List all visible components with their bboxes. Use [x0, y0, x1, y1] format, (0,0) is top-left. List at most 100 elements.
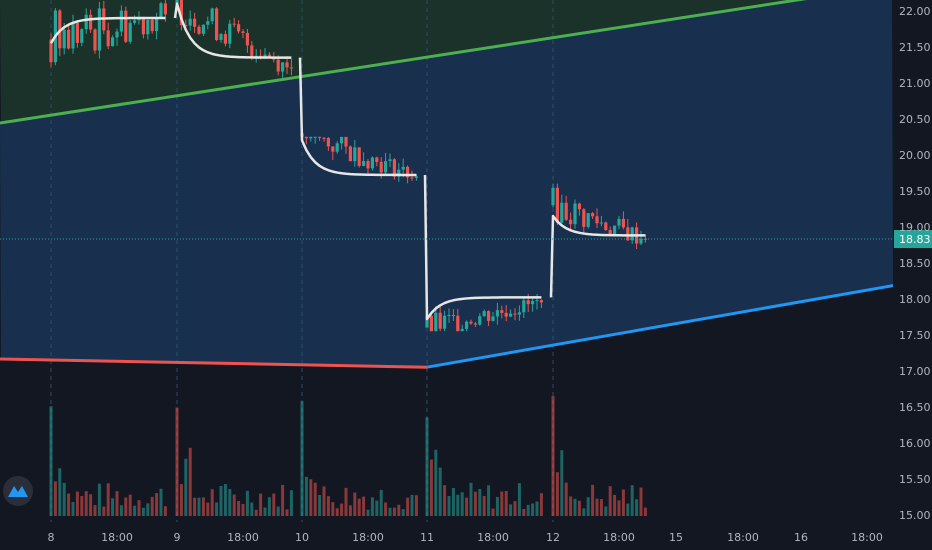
- volume-bar: [535, 501, 539, 516]
- volume-bar: [560, 450, 564, 516]
- candle-body: [460, 328, 464, 332]
- volume-bar: [93, 505, 97, 516]
- volume-bar: [434, 449, 438, 516]
- candle-body: [438, 312, 442, 329]
- volume-bar: [159, 488, 163, 516]
- candle-body: [281, 62, 285, 72]
- volume-bar: [582, 508, 586, 516]
- y-tick-label: 15.50: [899, 473, 931, 486]
- volume-bar: [410, 494, 414, 516]
- volume-bar: [500, 491, 504, 516]
- y-tick-label: 18.50: [899, 257, 931, 270]
- candle-body: [276, 59, 280, 72]
- volume-bar: [555, 472, 559, 516]
- volume-bar: [215, 502, 219, 516]
- volume-bar: [201, 497, 205, 516]
- volume-bar: [504, 491, 508, 516]
- candle-body: [141, 16, 145, 35]
- channel-lower-right-line[interactable]: [426, 284, 893, 369]
- y-tick-label: 18.00: [899, 293, 931, 306]
- volume-bar: [326, 496, 330, 516]
- channel-upper-line[interactable]: [0, 0, 893, 125]
- x-tick-label: 10: [295, 531, 309, 544]
- volume-bar: [97, 483, 101, 516]
- volume-bar: [67, 493, 71, 516]
- volume-bar: [348, 505, 352, 516]
- volume-bar: [219, 485, 223, 516]
- volume-bar: [460, 492, 464, 516]
- volume-bar: [465, 497, 469, 516]
- volume-bar: [392, 507, 396, 516]
- candle-body: [150, 19, 154, 32]
- volume-bar: [267, 497, 271, 516]
- candle-body: [97, 8, 101, 51]
- y-tick-label: 17.00: [899, 365, 931, 378]
- candle-body: [526, 300, 530, 305]
- channel-fill-green: [0, 0, 893, 123]
- candle-body: [591, 213, 595, 217]
- candle-body: [626, 227, 630, 241]
- tradingview-logo-icon[interactable]: [3, 476, 33, 506]
- volume-bar: [643, 507, 647, 516]
- volume-bar: [473, 491, 477, 516]
- x-tick-label: 15: [669, 531, 683, 544]
- volume-bar: [447, 496, 451, 516]
- volume-bar: [119, 505, 123, 516]
- volume-bar: [53, 481, 57, 516]
- y-tick-label: 21.00: [899, 77, 931, 90]
- candle-body: [425, 315, 429, 328]
- x-tick-label: 18:00: [727, 531, 759, 544]
- volume-bar: [635, 499, 639, 516]
- volume-bar: [362, 496, 366, 516]
- vwap-line: [549, 214, 646, 298]
- volume-bar: [517, 483, 521, 516]
- candle-body: [124, 10, 128, 42]
- candle-body: [232, 23, 236, 25]
- candle-body: [215, 8, 219, 40]
- volume-bar: [241, 503, 245, 516]
- candle-body: [326, 137, 330, 147]
- candle-body: [155, 18, 159, 32]
- candle-body: [406, 166, 410, 178]
- current-price-tag: [894, 230, 932, 249]
- candle-body: [531, 301, 535, 305]
- candle-body: [309, 136, 313, 139]
- candle-body: [379, 161, 383, 173]
- volume-bar: [71, 502, 75, 516]
- candle-body: [106, 30, 110, 47]
- volume-bar: [62, 482, 66, 516]
- volume-bar: [102, 506, 106, 516]
- candle-body: [473, 323, 477, 325]
- candle-body: [370, 157, 374, 169]
- candle-body: [397, 169, 401, 177]
- x-tick-label: 18:00: [851, 531, 883, 544]
- volume-bar: [531, 503, 535, 516]
- volume-bar: [487, 485, 491, 516]
- candle-body: [228, 23, 232, 44]
- candle-body: [67, 29, 71, 49]
- volume-bar: [573, 498, 577, 516]
- candle-body: [93, 29, 97, 51]
- x-tick-label: 18:00: [603, 531, 635, 544]
- candle-body: [630, 227, 634, 241]
- volume-bar: [613, 494, 617, 516]
- x-tick-label: 8: [48, 531, 55, 544]
- candle-body: [304, 136, 308, 139]
- candle-body: [509, 313, 513, 317]
- volume-bar: [595, 498, 599, 516]
- candle-body: [414, 176, 418, 178]
- candle-body: [491, 316, 495, 321]
- volume-bar: [106, 483, 110, 516]
- channel-lower-left-line[interactable]: [0, 357, 428, 369]
- candle-body: [318, 136, 322, 138]
- candle-body: [223, 34, 227, 44]
- candle-body: [62, 29, 66, 49]
- candle-body: [313, 136, 317, 138]
- x-tick-label: 16: [794, 531, 808, 544]
- volume-bar: [124, 497, 128, 516]
- volume-bar: [115, 491, 119, 516]
- volume-bar: [469, 482, 473, 516]
- volume-bar: [322, 486, 326, 516]
